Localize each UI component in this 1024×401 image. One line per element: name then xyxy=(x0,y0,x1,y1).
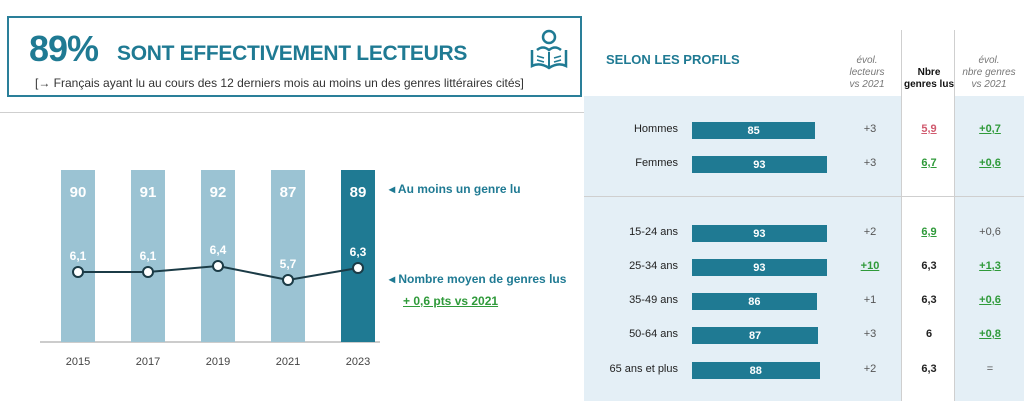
bar-value-label: 87 xyxy=(280,184,297,201)
bar-value-label: 89 xyxy=(350,184,367,201)
reader-book-icon xyxy=(530,29,568,70)
row-group-separator xyxy=(584,196,1024,197)
profile-nbre-genres: 6,7 xyxy=(921,157,937,169)
col-header-line: évol. xyxy=(978,55,1000,66)
profile-label: 50-64 ans xyxy=(629,328,678,340)
col-header-line: vs 2021 xyxy=(971,79,1007,90)
bar-value-label: 90 xyxy=(70,184,87,201)
profile-nbre-genres: 6,3 xyxy=(921,294,937,306)
line-point xyxy=(212,260,224,272)
bar-2021 xyxy=(271,170,305,342)
profile-evol-genres: +0,6 xyxy=(979,226,1001,238)
profile-evol-genres: +0,6 xyxy=(979,294,1001,306)
x-tick-label: 2021 xyxy=(276,356,300,368)
bar-value-label: 92 xyxy=(210,184,227,201)
line-point xyxy=(352,262,364,274)
col-header-evol-lecteurs: évol. lecteurs vs 2021 xyxy=(842,55,892,91)
bar-2015 xyxy=(61,170,95,342)
profile-evol-genres: +0,7 xyxy=(979,123,1001,135)
col-header-nbre: Nbre genres lus xyxy=(903,67,955,91)
profile-evol-lecteurs: +2 xyxy=(863,226,877,238)
profile-label: Femmes xyxy=(635,157,678,169)
line-point xyxy=(282,274,294,286)
line-value-label: 6,4 xyxy=(210,243,227,257)
headline-percent: 89% xyxy=(29,28,99,69)
legend-bars: ◂ Au moins un genre lu xyxy=(389,182,521,196)
profile-bar: 93 xyxy=(692,225,827,242)
profile-bar: 93 xyxy=(692,259,827,276)
profile-bar: 85 xyxy=(692,122,816,139)
profile-nbre-genres: 5,9 xyxy=(921,123,937,135)
x-tick-label: 2023 xyxy=(346,356,370,368)
line-value-label: 5,7 xyxy=(280,257,297,271)
line-value-label: 6,3 xyxy=(350,245,367,259)
bar-2019 xyxy=(201,170,235,342)
x-tick-label: 2015 xyxy=(66,356,90,368)
line-point xyxy=(72,266,84,278)
x-tick-label: 2017 xyxy=(136,356,160,368)
headline-title: SONT EFFECTIVEMENT LECTEURS xyxy=(117,42,468,65)
profile-evol-genres: +1,3 xyxy=(979,260,1001,272)
col-header-line: évol. xyxy=(856,55,878,66)
line-value-label: 6,1 xyxy=(70,249,87,263)
line-point xyxy=(142,266,154,278)
col-header-line: lecteurs xyxy=(849,67,885,78)
col-header-evol-genres: évol. nbre genres vs 2021 xyxy=(958,55,1020,91)
profile-nbre-genres: 6,3 xyxy=(921,363,937,375)
profiles-title: SELON LES PROFILS xyxy=(606,52,740,67)
bar-2023 xyxy=(341,170,375,342)
profile-evol-lecteurs: +3 xyxy=(863,123,877,135)
evol-note: + 0,6 pts vs 2021 xyxy=(403,294,499,308)
profile-bar: 93 xyxy=(692,156,827,173)
column-separator xyxy=(901,30,902,401)
legend-line: ◂ Nombre moyen de genres lus xyxy=(389,272,567,286)
profile-bar: 87 xyxy=(692,327,819,344)
profile-evol-lecteurs: +10 xyxy=(860,260,880,272)
left-divider xyxy=(0,112,584,113)
profiles-panel xyxy=(584,96,1024,401)
headline-box: 89% SONT EFFECTIVEMENT LECTEURS [→ Franç… xyxy=(7,16,582,97)
nbre-column-bg xyxy=(902,30,954,401)
profile-evol-genres: +0,6 xyxy=(979,157,1001,169)
trend-chart: 90 6,1 2015 91 6,1 2017 92 6,4 2019 87 5,7 2021 89 6,… xyxy=(40,170,380,368)
profile-evol-genres: +0,8 xyxy=(979,328,1001,340)
profile-label: 15-24 ans xyxy=(629,226,678,238)
line-value-label: 6,1 xyxy=(140,249,157,263)
profile-evol-lecteurs: +3 xyxy=(863,328,877,340)
col-header-line: nbre genres xyxy=(962,67,1016,78)
profile-label: Hommes xyxy=(633,123,678,135)
column-separator xyxy=(954,30,955,401)
profile-evol-lecteurs: +2 xyxy=(863,363,877,375)
col-header-line: Nbre xyxy=(917,67,941,78)
profile-bar: 86 xyxy=(692,293,817,310)
profile-label: 35-49 ans xyxy=(629,294,678,306)
profile-bar: 88 xyxy=(692,362,820,379)
bar-2017 xyxy=(131,170,165,342)
profile-evol-genres: = xyxy=(986,363,994,375)
bar-value-label: 91 xyxy=(140,184,157,201)
col-header-line: vs 2021 xyxy=(849,79,885,90)
profile-nbre-genres: 6,3 xyxy=(921,260,937,272)
profile-evol-lecteurs: +1 xyxy=(863,294,877,306)
profile-nbre-genres: 6,9 xyxy=(921,226,937,238)
x-tick-label: 2019 xyxy=(206,356,230,368)
profile-nbre-genres: 6 xyxy=(925,328,933,340)
profile-label: 25-34 ans xyxy=(629,260,678,272)
profile-label: 65 ans et plus xyxy=(609,363,679,375)
col-header-line: genres lus xyxy=(903,79,955,90)
headline-subtitle: [→ Français ayant lu au cours des 12 der… xyxy=(35,76,524,90)
profile-evol-lecteurs: +3 xyxy=(863,157,877,169)
